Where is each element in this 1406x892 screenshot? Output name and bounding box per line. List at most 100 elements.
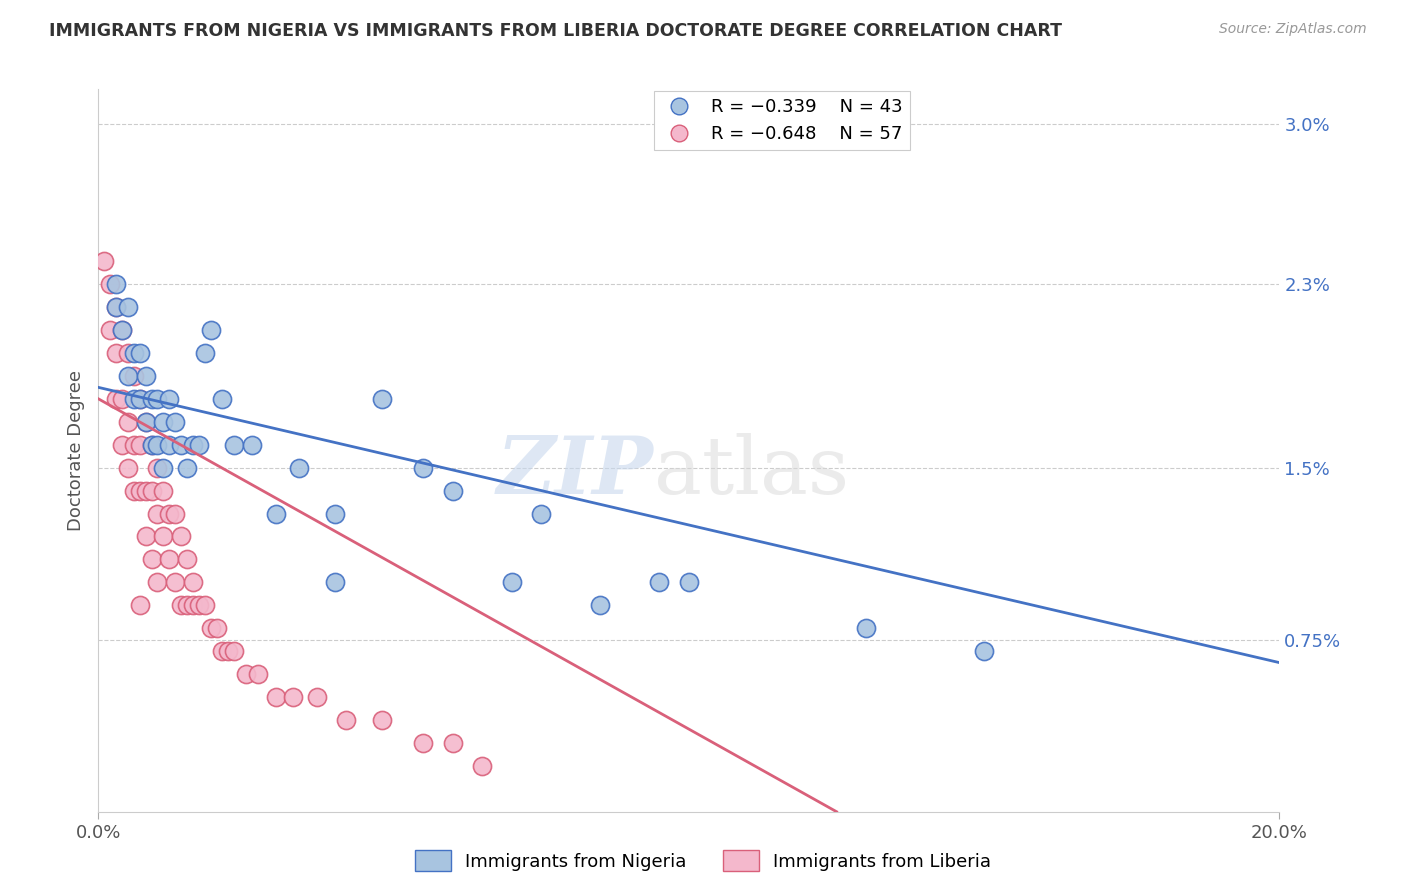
Point — [105, 346, 128, 360]
Legend: Immigrants from Nigeria, Immigrants from Liberia: Immigrants from Nigeria, Immigrants from… — [408, 843, 998, 879]
Point — [128, 346, 150, 360]
Point — [165, 507, 187, 521]
Point — [235, 667, 257, 681]
Point — [441, 483, 464, 498]
Point — [111, 323, 134, 337]
Point — [181, 599, 204, 613]
Point — [194, 346, 217, 360]
Point — [176, 599, 198, 613]
Point — [146, 507, 169, 521]
Point — [152, 483, 174, 498]
Point — [122, 346, 145, 360]
Point — [93, 254, 115, 268]
Point — [135, 529, 157, 543]
Point — [122, 483, 145, 498]
Point — [264, 507, 287, 521]
Legend: R = −0.339    N = 43, R = −0.648    N = 57: R = −0.339 N = 43, R = −0.648 N = 57 — [654, 91, 910, 151]
Text: atlas: atlas — [654, 434, 849, 511]
Point — [589, 599, 612, 613]
Point — [176, 552, 198, 566]
Point — [117, 368, 139, 383]
Point — [211, 392, 233, 406]
Point — [111, 438, 134, 452]
Point — [678, 575, 700, 590]
Point — [530, 507, 553, 521]
Point — [170, 438, 193, 452]
Point — [441, 736, 464, 750]
Point — [135, 415, 157, 429]
Point — [117, 460, 139, 475]
Point — [111, 323, 134, 337]
Point — [973, 644, 995, 658]
Point — [117, 300, 139, 314]
Point — [117, 415, 139, 429]
Point — [170, 599, 193, 613]
Point — [122, 438, 145, 452]
Point — [141, 438, 163, 452]
Point — [855, 621, 877, 635]
Point — [200, 621, 222, 635]
Point — [157, 507, 180, 521]
Point — [194, 599, 217, 613]
Point — [246, 667, 269, 681]
Point — [165, 575, 187, 590]
Text: ZIP: ZIP — [496, 434, 654, 511]
Point — [122, 392, 145, 406]
Point — [412, 460, 434, 475]
Point — [128, 599, 150, 613]
Point — [170, 529, 193, 543]
Y-axis label: Doctorate Degree: Doctorate Degree — [66, 370, 84, 531]
Point — [141, 552, 163, 566]
Point — [187, 599, 209, 613]
Point — [128, 392, 150, 406]
Text: Source: ZipAtlas.com: Source: ZipAtlas.com — [1219, 22, 1367, 37]
Point — [105, 392, 128, 406]
Point — [157, 392, 180, 406]
Point — [323, 575, 346, 590]
Point — [98, 323, 121, 337]
Point — [105, 300, 128, 314]
Point — [648, 575, 671, 590]
Point — [105, 277, 128, 292]
Point — [305, 690, 328, 704]
Point — [128, 483, 150, 498]
Point — [264, 690, 287, 704]
Point — [288, 460, 311, 475]
Point — [157, 552, 180, 566]
Point — [105, 300, 128, 314]
Point — [117, 346, 139, 360]
Point — [98, 277, 121, 292]
Point — [211, 644, 233, 658]
Point — [224, 644, 246, 658]
Point — [135, 483, 157, 498]
Point — [323, 507, 346, 521]
Point — [152, 529, 174, 543]
Point — [141, 392, 163, 406]
Point — [283, 690, 305, 704]
Point — [200, 323, 222, 337]
Point — [412, 736, 434, 750]
Point — [371, 713, 394, 727]
Point — [176, 460, 198, 475]
Point — [141, 438, 163, 452]
Text: IMMIGRANTS FROM NIGERIA VS IMMIGRANTS FROM LIBERIA DOCTORATE DEGREE CORRELATION : IMMIGRANTS FROM NIGERIA VS IMMIGRANTS FR… — [49, 22, 1062, 40]
Point — [146, 460, 169, 475]
Point — [157, 438, 180, 452]
Point — [205, 621, 228, 635]
Point — [141, 483, 163, 498]
Point — [146, 438, 169, 452]
Point — [181, 438, 204, 452]
Point — [224, 438, 246, 452]
Point — [501, 575, 523, 590]
Point — [152, 460, 174, 475]
Point — [371, 392, 394, 406]
Point — [471, 759, 494, 773]
Point — [135, 415, 157, 429]
Point — [165, 415, 187, 429]
Point — [152, 415, 174, 429]
Point — [128, 392, 150, 406]
Point — [335, 713, 357, 727]
Point — [146, 575, 169, 590]
Point — [217, 644, 239, 658]
Point — [111, 392, 134, 406]
